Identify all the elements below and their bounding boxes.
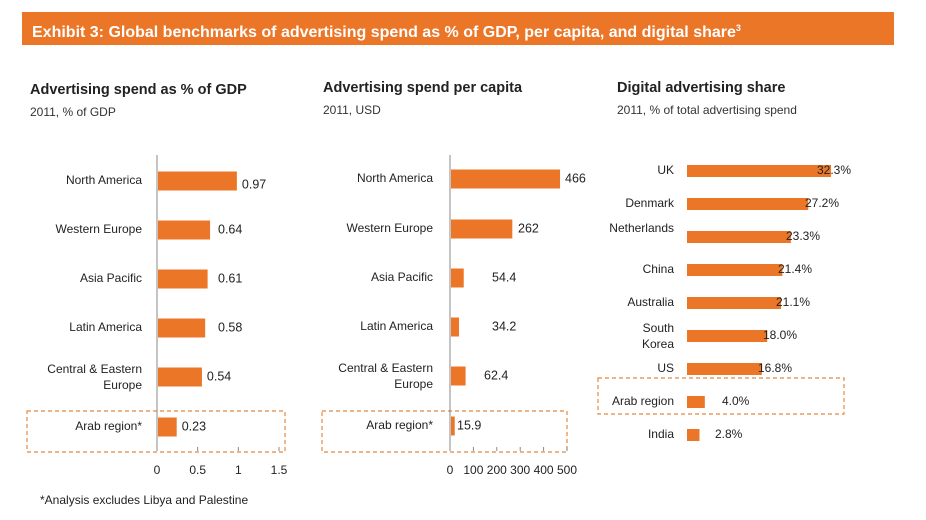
digital-value-china: 21.4% <box>778 262 812 276</box>
percap-value-central-eastern-europe: 62.4 <box>484 368 508 382</box>
gdp-value-asia-pacific: 0.61 <box>218 271 242 285</box>
digital-value-denmark: 27.2% <box>805 196 839 210</box>
percap-tick-label: 100 <box>463 463 483 477</box>
percap-tick-label: 400 <box>534 463 554 477</box>
digital-category-south-korea: South Korea <box>642 321 674 351</box>
percap-bar-western-europe <box>451 219 513 239</box>
digital-value-australia: 21.1% <box>776 295 810 309</box>
percap-category-arab-region: Arab region* <box>366 418 433 432</box>
digital-bar-south-korea <box>687 330 768 342</box>
percap-value-asia-pacific: 54.4 <box>492 270 516 284</box>
percap-bar-north-america <box>451 169 561 189</box>
percap-highlight-box <box>321 410 568 453</box>
digital-bar-china <box>687 264 783 276</box>
gdp-category-central-eastern-europe: Central & Eastern Europe <box>47 362 142 392</box>
percap-tick-label: 200 <box>487 463 507 477</box>
gdp-category-arab-region: Arab region* <box>75 419 142 433</box>
gdp-bar-north-america <box>158 171 237 191</box>
percap-category-central-eastern-europe: Central & Eastern Europe <box>338 361 433 391</box>
gdp-tick-label: 0.5 <box>189 463 206 477</box>
gdp-value-central-eastern-europe: 0.54 <box>207 369 231 383</box>
digital-bar-netherlands <box>687 231 791 243</box>
percap-bar-arab-region <box>451 416 455 436</box>
exhibit-header: Exhibit 3: Global benchmarks of advertis… <box>22 12 894 45</box>
percap-bar-asia-pacific <box>451 268 464 288</box>
gdp-tick-label: 1.5 <box>271 463 288 477</box>
digital-bar-australia <box>687 297 782 309</box>
digital-value-uk: 32.3% <box>817 163 851 177</box>
exhibit-title: Exhibit 3: Global benchmarks of advertis… <box>32 24 736 41</box>
percap-tick-label: 500 <box>557 463 577 477</box>
percap-value-north-america: 466 <box>565 171 586 185</box>
digital-category-arab-region: Arab region <box>612 394 674 408</box>
percap-value-western-europe: 262 <box>518 221 539 235</box>
percap-category-north-america: North America <box>357 171 433 185</box>
digital-category-netherlands: Netherlands <box>609 221 674 235</box>
digital-value-india: 2.8% <box>715 427 743 441</box>
panel-1-subtitle: 2011, % of GDP <box>30 105 116 119</box>
gdp-bar-arab-region <box>158 417 177 437</box>
gdp-tick-label: 0 <box>154 463 161 477</box>
panel-1-title: Advertising spend as % of GDP <box>30 82 247 98</box>
gdp-value-arab-region: 0.23 <box>182 419 206 433</box>
gdp-tick-label: 1 <box>235 463 242 477</box>
gdp-category-western-europe: Western Europe <box>56 222 143 236</box>
digital-highlight-box <box>597 377 845 415</box>
gdp-bar-central-eastern-europe <box>158 367 202 387</box>
gdp-category-asia-pacific: Asia Pacific <box>80 271 142 285</box>
digital-category-uk: UK <box>657 163 674 177</box>
percap-category-western-europe: Western Europe <box>347 221 434 235</box>
gdp-bar-latin-america <box>158 318 206 338</box>
percap-value-latin-america: 34.2 <box>492 319 516 333</box>
gdp-value-north-america: 0.97 <box>242 177 266 191</box>
panel-2-title: Advertising spend per capita <box>323 80 523 96</box>
digital-value-south-korea: 18.0% <box>763 328 797 342</box>
gdp-category-north-america: North America <box>66 173 142 187</box>
digital-bar-arab-region <box>687 396 705 408</box>
percap-bar-latin-america <box>451 317 460 337</box>
percap-category-asia-pacific: Asia Pacific <box>371 270 433 284</box>
percap-tick-label: 0 <box>447 463 454 477</box>
footnote-ref: 3 <box>735 23 741 33</box>
digital-category-denmark: Denmark <box>625 196 675 210</box>
panel-3-title: Digital advertising share <box>617 80 786 96</box>
digital-value-arab-region: 4.0% <box>722 394 750 408</box>
panel-2-subtitle: 2011, USD <box>323 103 381 117</box>
gdp-highlight-box <box>26 410 286 453</box>
digital-bar-denmark <box>687 198 809 210</box>
digital-bar-us <box>687 363 762 375</box>
digital-category-australia: Australia <box>627 295 674 309</box>
gdp-bar-western-europe <box>158 220 211 240</box>
digital-value-netherlands: 23.3% <box>786 229 820 243</box>
gdp-category-latin-america: Latin America <box>69 320 142 334</box>
percap-bar-central-eastern-europe <box>451 366 466 386</box>
digital-category-india: India <box>648 427 674 441</box>
panel-3-subtitle: 2011, % of total advertising spend <box>617 103 797 117</box>
footnote: *Analysis excludes Libya and Palestine <box>40 493 249 507</box>
gdp-value-latin-america: 0.58 <box>218 320 242 334</box>
percap-tick-label: 300 <box>510 463 530 477</box>
digital-category-us: US <box>657 361 674 375</box>
gdp-value-western-europe: 0.64 <box>218 222 242 236</box>
gdp-bar-asia-pacific <box>158 269 208 289</box>
digital-value-us: 16.8% <box>758 361 792 375</box>
percap-value-arab-region: 15.9 <box>457 418 481 432</box>
digital-category-china: China <box>643 262 675 276</box>
digital-bar-india <box>687 429 700 441</box>
percap-category-latin-america: Latin America <box>360 319 433 333</box>
digital-bar-uk <box>687 165 831 177</box>
